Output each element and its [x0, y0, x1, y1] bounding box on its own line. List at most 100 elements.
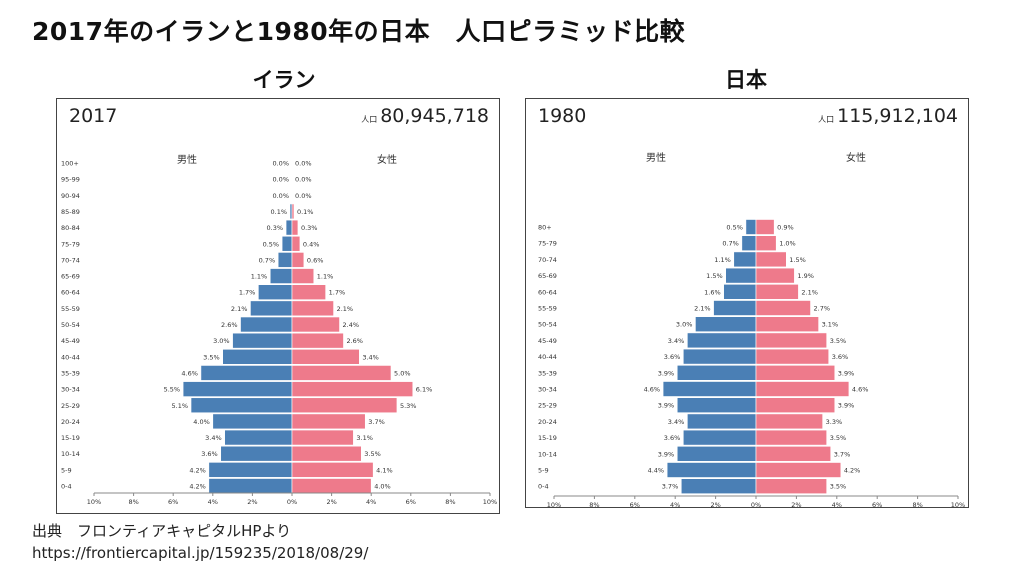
page-title: 2017年のイランと1980年の日本 人口ピラミッド比較: [32, 17, 686, 46]
japan-value-male: 1.6%: [704, 288, 721, 296]
japan-value-female: 3.3%: [826, 418, 843, 426]
japan-value-male: 3.7%: [662, 483, 679, 491]
japan-age-label: 55-59: [538, 305, 557, 313]
japan-value-female: 1.5%: [789, 256, 806, 264]
iran-bar-female: [291, 462, 374, 478]
iran-value-female: 0.0%: [295, 176, 312, 184]
japan-bar-male: [676, 397, 757, 414]
iran-value-female: 2.6%: [346, 337, 363, 345]
iran-bar-male: [281, 235, 293, 252]
iran-pyramid-panel: 2017 人口 80,945,718 男性 女性 100+ 0.0% 0.0% 95-99 0…: [56, 98, 500, 514]
iran-age-label: 60-64: [61, 289, 80, 297]
japan-bar-male: [666, 462, 757, 478]
iran-bar-male: [258, 284, 293, 300]
japan-bar-male: [687, 332, 757, 349]
iran-population-label: 人口: [361, 115, 378, 124]
iran-bar-female: [291, 478, 372, 494]
iran-bar-female: [291, 397, 398, 414]
japan-x-tick-label: 6%: [872, 501, 882, 507]
iran-bar-female: [291, 316, 340, 333]
iran-value-female: 3.5%: [364, 450, 381, 458]
iran-value-male: 5.5%: [164, 386, 181, 394]
iran-value-female: 2.1%: [337, 305, 354, 313]
japan-pyramid-chart: 男性 女性 80+ 0.5% 0.9% 75-79 0.7% 1.0% 70-74 1.1% 1.5…: [538, 151, 965, 507]
japan-male-label: 男性: [646, 151, 666, 164]
iran-bar-female: [291, 365, 392, 381]
iran-bar-male: [208, 478, 293, 494]
japan-bar-male: [745, 219, 757, 235]
japan-value-female: 3.9%: [838, 369, 855, 377]
iran-value-female: 2.4%: [343, 321, 360, 329]
iran-value-male: 1.1%: [251, 273, 268, 281]
japan-year: 1980: [538, 105, 587, 127]
japan-bar-female: [755, 429, 827, 446]
iran-bar-male: [224, 429, 293, 446]
iran-value-male: 0.0%: [272, 192, 289, 200]
japan-value-female: 4.2%: [844, 467, 861, 475]
iran-bar-female: [291, 235, 301, 252]
japan-bar-female: [755, 267, 795, 284]
iran-bar-female: [291, 429, 354, 446]
iran-value-male: 4.0%: [193, 418, 210, 426]
iran-value-female: 5.0%: [394, 369, 411, 377]
japan-bar-female: [755, 316, 819, 332]
iran-age-label: 25-29: [61, 402, 80, 410]
japan-age-label: 15-19: [538, 434, 557, 442]
iran-x-tick-label: 2%: [326, 498, 336, 506]
iran-bar-male: [222, 349, 293, 365]
iran-value-male: 3.6%: [201, 450, 218, 458]
iran-value-female: 0.4%: [303, 240, 320, 248]
japan-value-male: 2.1%: [694, 305, 711, 313]
japan-bar-male: [713, 300, 757, 316]
japan-bar-female: [755, 300, 811, 316]
iran-value-female: 0.1%: [297, 208, 314, 216]
iran-age-label: 5-9: [61, 466, 72, 474]
japan-value-female: 3.7%: [834, 450, 851, 458]
japan-value-female: 1.0%: [779, 240, 796, 248]
japan-bar-male: [687, 413, 757, 430]
iran-value-male: 3.5%: [203, 353, 220, 361]
iran-age-label: 90-94: [61, 192, 80, 200]
japan-age-label: 10-14: [538, 450, 557, 458]
iran-value-female: 3.1%: [356, 434, 373, 442]
iran-value-female: 1.1%: [317, 273, 334, 281]
iran-age-label: 40-44: [61, 353, 80, 361]
iran-value-female: 0.0%: [295, 192, 312, 200]
iran-x-tick-label: 6%: [406, 498, 416, 506]
iran-value-male: 3.4%: [205, 434, 222, 442]
japan-bar-female: [755, 462, 842, 478]
iran-value-male: 2.1%: [231, 305, 248, 313]
iran-x-tick-label: 6%: [168, 498, 178, 506]
iran-x-tick-label: 10%: [483, 498, 497, 506]
japan-value-male: 3.6%: [664, 353, 681, 361]
iran-female-label: 女性: [377, 153, 397, 166]
japan-value-female: 2.1%: [801, 288, 818, 296]
iran-bar-female: [291, 284, 326, 300]
iran-male-label: 男性: [177, 153, 197, 166]
iran-bar-female: [291, 413, 366, 430]
iran-value-male: 0.0%: [272, 176, 289, 184]
japan-value-female: 3.5%: [830, 434, 847, 442]
japan-value-male: 4.4%: [648, 467, 665, 475]
iran-value-male: 0.0%: [272, 160, 289, 168]
japan-age-label: 80+: [538, 224, 552, 232]
iran-bar-female: [291, 203, 295, 220]
iran-bar-male: [285, 219, 293, 236]
japan-bar-male: [725, 267, 757, 284]
japan-bar-male: [676, 364, 757, 381]
japan-value-male: 3.4%: [668, 418, 685, 426]
japan-value-female: 3.5%: [830, 483, 847, 491]
japan-bar-male: [723, 284, 757, 300]
japan-x-tick-label: 2%: [710, 501, 720, 507]
japan-bar-female: [755, 413, 823, 430]
iran-bar-male: [232, 332, 293, 349]
japan-bar-male: [682, 429, 757, 446]
japan-age-label: 75-79: [538, 240, 557, 248]
iran-value-female: 1.7%: [329, 289, 346, 297]
iran-age-label: 45-49: [61, 337, 80, 345]
iran-value-female: 5.3%: [400, 402, 417, 410]
iran-pyramid-chart: 男性 女性 100+ 0.0% 0.0% 95-99 0.0% 0.0% 90-94 0.0% 0.…: [61, 153, 497, 506]
iran-population: 人口 80,945,718: [361, 105, 489, 127]
iran-bar-female: [291, 268, 315, 284]
iran-age-label: 95-99: [61, 176, 80, 184]
